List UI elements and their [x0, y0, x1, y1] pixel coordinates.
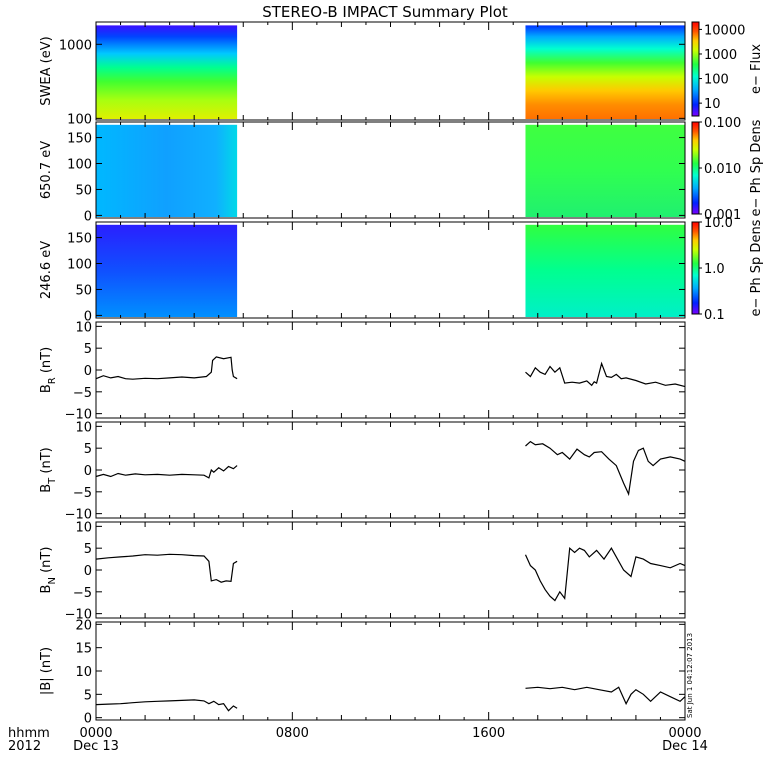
pad650-ytick-label: 50 — [75, 183, 92, 198]
bmag-ytick-label: 0 — [84, 712, 92, 727]
bt-ytick-label: 5 — [84, 442, 92, 457]
pad650-colorbar-tick-label: 0.100 — [704, 116, 741, 131]
time-axis-label: hhmm — [8, 726, 50, 741]
pad246-ytick-label: 0 — [84, 309, 92, 324]
generation-stamp: Sat Jun 1 04:12:07 2013 — [686, 633, 694, 718]
bt-ytick-label: −5 — [73, 486, 92, 501]
br-series-segment-1 — [95, 356, 238, 380]
pad650-ytick-label: 100 — [67, 158, 92, 173]
bmag-ytick-label: 10 — [75, 665, 92, 680]
pad246-ylabel: 246.6 eV — [39, 241, 54, 299]
br-series-segment-2 — [525, 361, 686, 388]
pad650-colorbar — [691, 121, 700, 215]
bmag-ytick-label: 15 — [75, 642, 92, 657]
br-ytick-label: 0 — [84, 364, 92, 379]
bn-ylabel: BN (nT) — [39, 547, 58, 594]
bmag-series-segment-2 — [525, 686, 686, 706]
x-tick-label: 0800 — [276, 726, 309, 741]
pad650-colorbar-tick-label: 0.010 — [704, 162, 741, 177]
pad650-data-block-2 — [525, 124, 685, 217]
pad246-colorbar-tick-label: 1.0 — [704, 262, 725, 277]
br-ytick-label: −10 — [65, 408, 92, 423]
swea-ytick-label: 100 — [67, 112, 92, 127]
pad650-data-block-1 — [96, 124, 238, 217]
pad246-data-block-1 — [96, 224, 238, 317]
x-tick-label: 0000 — [668, 726, 701, 741]
bn-series-segment-1 — [95, 553, 238, 583]
pad246-ytick-label: 50 — [75, 283, 92, 298]
br-ytick-label: −5 — [73, 386, 92, 401]
swea-data-block-2 — [525, 25, 685, 120]
bt-frame — [95, 421, 686, 519]
bn-ytick-label: 0 — [84, 564, 92, 579]
pad650-ytick-label: 150 — [67, 132, 92, 147]
br-ytick-label: 5 — [84, 342, 92, 357]
swea-ytick-label: 1000 — [59, 38, 92, 53]
x-tick-date-label: Dec 13 — [73, 739, 119, 754]
x-tick-label: 0000 — [79, 726, 112, 741]
br-frame — [95, 321, 686, 419]
x-tick-label: 1600 — [472, 726, 505, 741]
plot-title: STEREO-B IMPACT Summary Plot — [262, 3, 508, 21]
bt-ytick-label: 10 — [75, 420, 92, 435]
pad246-colorbar-tick-label: 10.0 — [704, 216, 733, 231]
bt-ylabel: BT (nT) — [39, 447, 58, 493]
bt-ytick-label: −10 — [65, 508, 92, 523]
bmag-ylabel: |B| (nT) — [39, 647, 54, 695]
pad650-colorbar-label: e− Ph Sp Dens — [749, 119, 764, 216]
pad246-colorbar-label: e− Ph Sp Dens — [749, 219, 764, 316]
br-ylabel: BR (nT) — [39, 347, 58, 393]
swea-colorbar-label: e− Flux — [749, 44, 764, 94]
swea-colorbar-tick-label: 100 — [704, 73, 729, 88]
swea-ylabel: SWEA (eV) — [39, 36, 54, 105]
bmag-ytick-label: 5 — [84, 688, 92, 703]
bn-series-segment-2 — [524, 546, 686, 602]
swea-colorbar-tick-label: 10 — [704, 97, 721, 112]
bn-ytick-label: −5 — [73, 586, 92, 601]
pad650-ytick-label: 0 — [84, 209, 92, 224]
br-ytick-label: 10 — [75, 320, 92, 335]
pad246-colorbar-tick-label: 0.1 — [704, 308, 725, 323]
bt-series-segment-2 — [525, 440, 686, 497]
pad246-ytick-label: 150 — [67, 232, 92, 247]
pad650-ylabel: 650.7 eV — [39, 141, 54, 199]
bmag-ytick-label: 20 — [75, 618, 92, 633]
bn-ytick-label: 10 — [75, 520, 92, 535]
bt-ytick-label: 0 — [84, 464, 92, 479]
pad650-colorbar-tick-label: 0.001 — [704, 208, 741, 223]
x-tick-date-label: Dec 14 — [662, 739, 708, 754]
swea-data-block-1 — [96, 25, 238, 120]
bn-ytick-label: 5 — [84, 542, 92, 557]
swea-colorbar-tick-label: 1000 — [704, 48, 737, 63]
year-label: 2012 — [8, 739, 41, 754]
pad246-ytick-label: 100 — [67, 258, 92, 273]
swea-colorbar — [691, 21, 700, 117]
bn-ytick-label: −10 — [65, 608, 92, 623]
pad246-data-block-2 — [525, 224, 685, 317]
bt-series-segment-1 — [95, 465, 238, 479]
pad246-colorbar — [691, 221, 700, 315]
bn-frame — [95, 521, 686, 619]
swea-colorbar-tick-label: 10000 — [704, 23, 745, 38]
bmag-frame — [95, 621, 686, 721]
bmag-series-segment-1 — [95, 699, 238, 712]
